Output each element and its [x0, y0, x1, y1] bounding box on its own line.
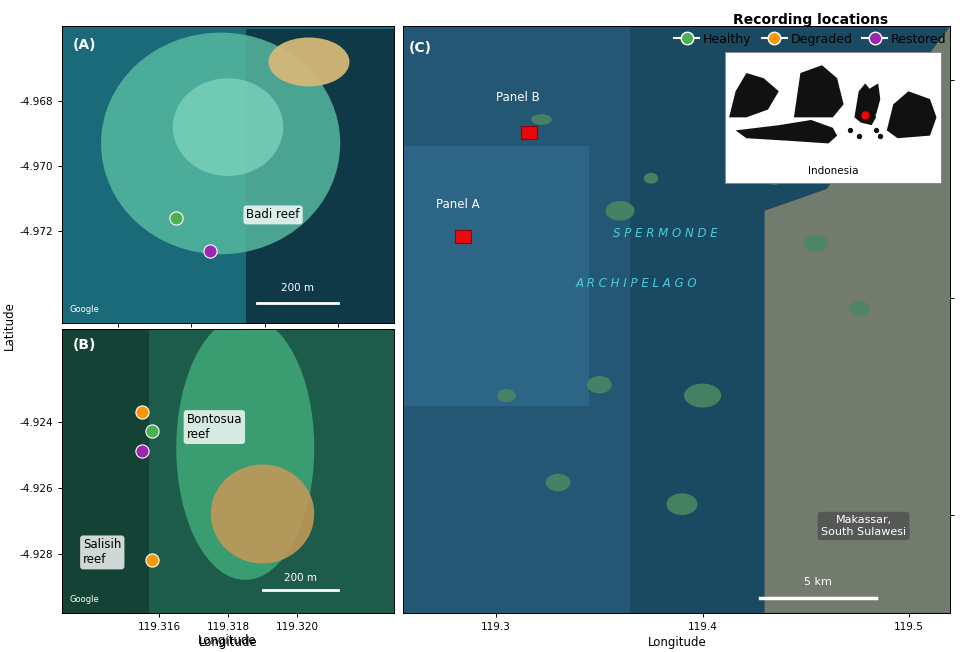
Point — [868, 125, 883, 136]
Text: Panel A: Panel A — [436, 198, 480, 211]
Bar — [62, 316, 149, 613]
Ellipse shape — [545, 474, 570, 491]
Bar — [247, 29, 394, 323]
Text: 5 km: 5 km — [804, 577, 832, 587]
Point — [843, 125, 858, 136]
Text: Panel B: Panel B — [496, 91, 540, 104]
Text: Latitude: Latitude — [3, 302, 16, 350]
Ellipse shape — [587, 376, 612, 393]
Ellipse shape — [101, 33, 340, 254]
Text: 200 m: 200 m — [284, 573, 317, 583]
Ellipse shape — [764, 171, 785, 185]
Ellipse shape — [666, 494, 698, 515]
Text: (A): (A) — [72, 38, 96, 52]
Polygon shape — [887, 91, 937, 138]
Ellipse shape — [211, 464, 314, 563]
Polygon shape — [854, 83, 876, 125]
Point — [873, 130, 888, 141]
Ellipse shape — [684, 383, 721, 408]
Ellipse shape — [606, 201, 635, 220]
Ellipse shape — [726, 117, 742, 130]
Ellipse shape — [173, 78, 283, 176]
Ellipse shape — [177, 316, 314, 580]
Ellipse shape — [804, 235, 828, 252]
Bar — [403, 145, 589, 406]
Text: (C): (C) — [409, 40, 432, 55]
Text: Salisih
reef: Salisih reef — [84, 539, 122, 567]
Ellipse shape — [531, 114, 552, 125]
Bar — [455, 230, 471, 243]
Text: Badi reef: Badi reef — [247, 209, 300, 222]
Polygon shape — [794, 65, 844, 117]
Text: Indonesia: Indonesia — [807, 166, 858, 176]
Point — [857, 110, 873, 120]
Legend: Healthy, Degraded, Restored: Healthy, Degraded, Restored — [669, 8, 951, 51]
Ellipse shape — [269, 38, 349, 87]
Point — [144, 555, 159, 565]
Text: 200 m: 200 m — [281, 284, 315, 293]
Ellipse shape — [644, 173, 659, 184]
Ellipse shape — [497, 389, 516, 402]
Point — [144, 426, 159, 437]
Point — [134, 446, 150, 456]
Text: A R C H I P E L A G O: A R C H I P E L A G O — [576, 277, 697, 290]
Text: Google: Google — [69, 595, 99, 604]
X-axis label: Longitude: Longitude — [199, 636, 257, 649]
X-axis label: Longitude: Longitude — [647, 636, 707, 649]
Point — [202, 246, 217, 256]
Bar — [521, 126, 538, 139]
Point — [851, 130, 866, 141]
Polygon shape — [730, 73, 779, 117]
Text: (B): (B) — [72, 338, 96, 352]
Polygon shape — [865, 83, 880, 115]
Text: Makassar,
South Sulawesi: Makassar, South Sulawesi — [821, 515, 906, 537]
Bar — [403, 26, 631, 613]
Text: Google: Google — [69, 305, 99, 314]
Polygon shape — [764, 26, 950, 613]
Point — [134, 406, 150, 417]
Ellipse shape — [850, 301, 870, 316]
Point — [169, 213, 184, 224]
Text: Longitude: Longitude — [198, 634, 257, 647]
Polygon shape — [735, 120, 837, 143]
Text: Bontosua
reef: Bontosua reef — [186, 413, 242, 441]
Text: S P E R M O N D E: S P E R M O N D E — [613, 227, 718, 240]
